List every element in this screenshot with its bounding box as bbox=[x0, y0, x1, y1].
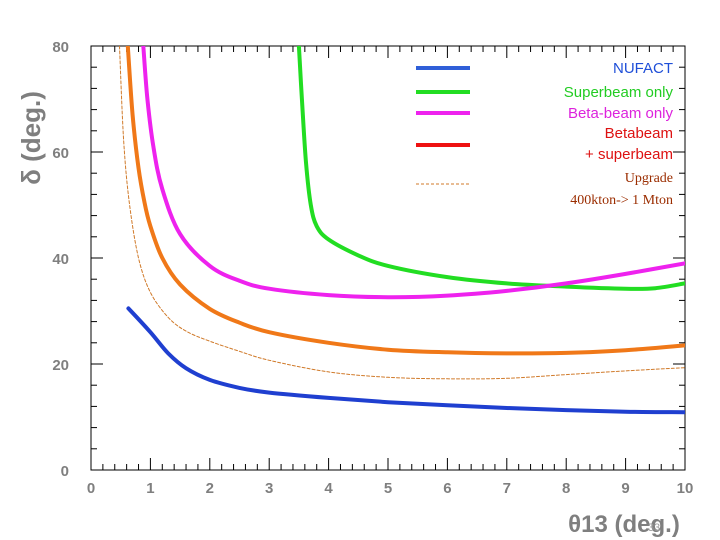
legend-label: 400kton-> 1 Mton bbox=[570, 193, 673, 208]
series-line-upgrade bbox=[119, 46, 685, 380]
y-tick-label: 0 bbox=[61, 463, 69, 480]
series-line-beta-beam-only bbox=[141, 46, 685, 300]
x-tick-label: 8 bbox=[562, 480, 570, 497]
x-tick-label: 5 bbox=[384, 480, 392, 497]
x-tick-label: 2 bbox=[206, 480, 214, 497]
x-tick-labels: 0 1 2 3 4 5 6 7 8 9 10 bbox=[87, 480, 694, 497]
legend-label: + superbeam bbox=[585, 146, 673, 163]
x-tick-label: 6 bbox=[443, 480, 451, 497]
x-tick-label: 0 bbox=[87, 480, 95, 497]
x-tick-label: 3 bbox=[265, 480, 273, 497]
legend-label: Upgrade bbox=[625, 171, 673, 186]
legend-label: Superbeam only bbox=[564, 84, 674, 101]
page-number: 33 bbox=[648, 522, 660, 534]
series-line-betabeam-superbeam bbox=[125, 46, 685, 356]
y-tick-label: 60 bbox=[52, 145, 69, 162]
axis-ticks bbox=[90, 45, 686, 471]
x-tick-label: 10 bbox=[677, 480, 694, 497]
x-tick-label: 7 bbox=[503, 480, 511, 497]
legend-label: Beta-beam only bbox=[568, 105, 674, 122]
series-layer bbox=[119, 46, 685, 415]
x-tick-label: 1 bbox=[146, 480, 154, 497]
series-line-superbeam-only bbox=[296, 46, 685, 291]
legend: NUFACT Superbeam only Beta-beam only Betabe… bbox=[416, 60, 673, 208]
y-tick-label: 40 bbox=[52, 251, 69, 268]
legend-label: NUFACT bbox=[613, 60, 673, 77]
y-tick-labels: 0 20 40 60 80 bbox=[52, 39, 69, 480]
legend-label: Betabeam bbox=[605, 125, 673, 142]
series-line-nufact bbox=[126, 306, 685, 415]
y-axis-title: δ (deg.) bbox=[16, 91, 46, 185]
x-axis-title: θ13 (deg.) bbox=[568, 511, 680, 538]
y-tick-label: 80 bbox=[52, 39, 69, 56]
x-tick-label: 4 bbox=[324, 480, 333, 497]
y-tick-label: 20 bbox=[52, 357, 69, 374]
x-tick-label: 9 bbox=[621, 480, 629, 497]
